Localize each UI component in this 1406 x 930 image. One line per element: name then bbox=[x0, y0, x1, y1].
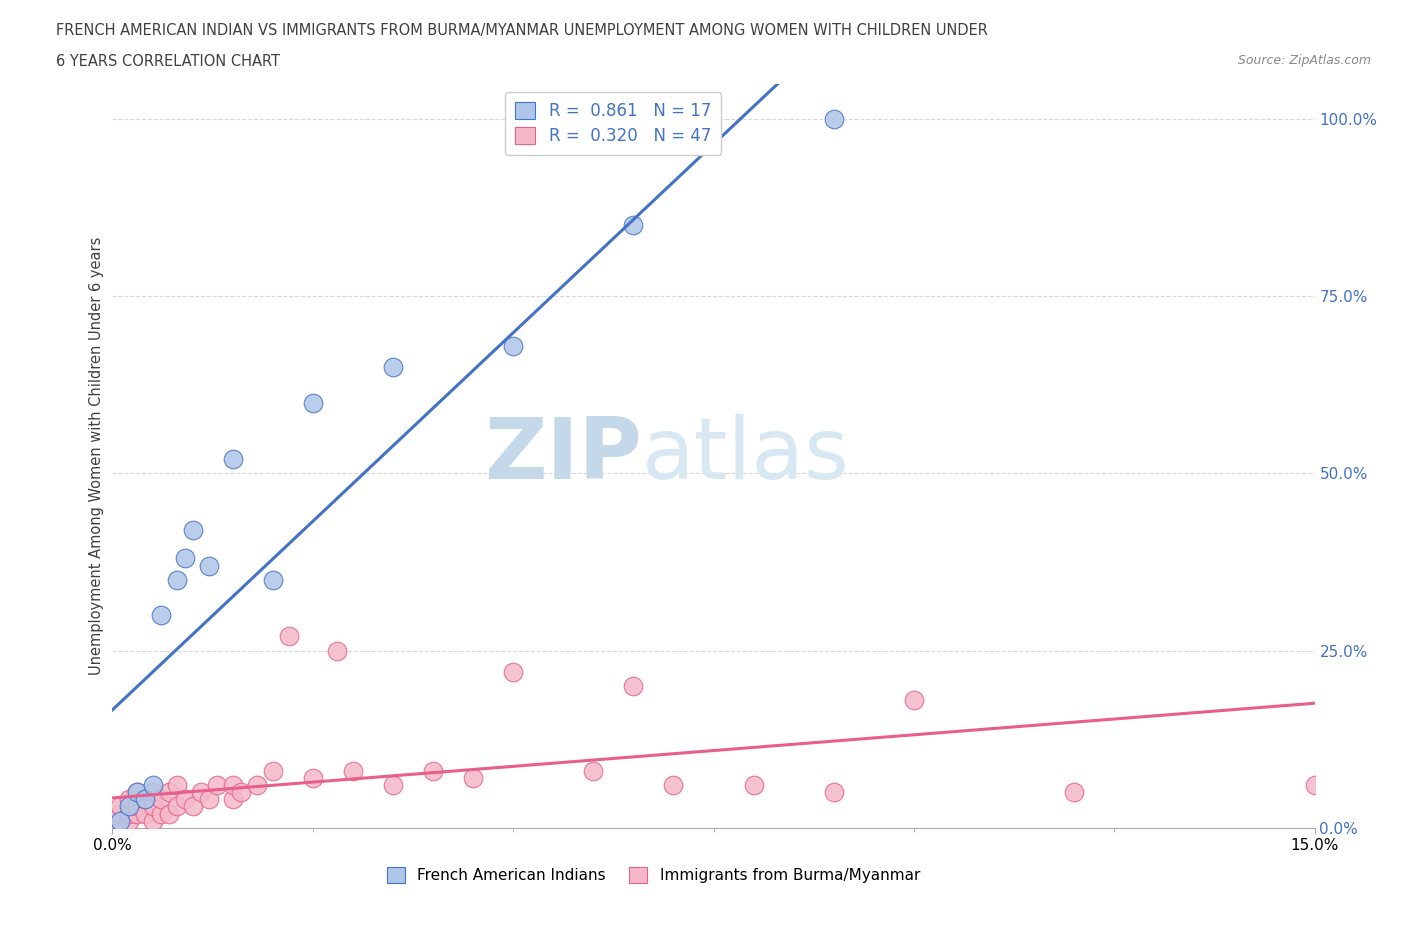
Point bbox=[422, 764, 444, 778]
Point bbox=[222, 777, 245, 792]
Point bbox=[621, 679, 644, 694]
Point bbox=[1303, 777, 1326, 792]
Point bbox=[823, 785, 845, 800]
Point bbox=[342, 764, 364, 778]
Point bbox=[502, 664, 524, 679]
Point bbox=[117, 799, 139, 814]
Text: 6 YEARS CORRELATION CHART: 6 YEARS CORRELATION CHART bbox=[56, 54, 280, 69]
Point bbox=[903, 693, 925, 708]
Point bbox=[134, 806, 156, 821]
Point bbox=[190, 785, 212, 800]
Point bbox=[117, 792, 139, 807]
Y-axis label: Unemployment Among Women with Children Under 6 years: Unemployment Among Women with Children U… bbox=[89, 236, 104, 675]
Point bbox=[181, 799, 204, 814]
Point bbox=[382, 777, 405, 792]
Point bbox=[110, 813, 132, 828]
Point bbox=[197, 792, 219, 807]
Text: Source: ZipAtlas.com: Source: ZipAtlas.com bbox=[1237, 54, 1371, 67]
Text: ZIP: ZIP bbox=[484, 414, 641, 498]
Point bbox=[125, 785, 148, 800]
Point bbox=[461, 771, 484, 786]
Point bbox=[157, 785, 180, 800]
Point bbox=[197, 558, 219, 573]
Point bbox=[117, 813, 139, 828]
Point bbox=[301, 771, 323, 786]
Point bbox=[117, 806, 139, 821]
Point bbox=[125, 785, 148, 800]
Point bbox=[742, 777, 765, 792]
Point bbox=[166, 777, 188, 792]
Point bbox=[222, 452, 245, 467]
Point bbox=[662, 777, 685, 792]
Point bbox=[181, 523, 204, 538]
Point bbox=[301, 395, 323, 410]
Point bbox=[382, 360, 405, 375]
Point bbox=[621, 218, 644, 232]
Point bbox=[262, 764, 284, 778]
Point bbox=[502, 339, 524, 353]
Point bbox=[134, 792, 156, 807]
Point bbox=[141, 813, 163, 828]
Point bbox=[141, 799, 163, 814]
Point bbox=[149, 806, 172, 821]
Point bbox=[173, 792, 195, 807]
Point bbox=[110, 813, 132, 828]
Point bbox=[110, 806, 132, 821]
Point bbox=[205, 777, 228, 792]
Text: FRENCH AMERICAN INDIAN VS IMMIGRANTS FROM BURMA/MYANMAR UNEMPLOYMENT AMONG WOMEN: FRENCH AMERICAN INDIAN VS IMMIGRANTS FRO… bbox=[56, 23, 988, 38]
Point bbox=[149, 607, 172, 622]
Point bbox=[262, 572, 284, 587]
Point bbox=[222, 792, 245, 807]
Text: atlas: atlas bbox=[641, 414, 849, 498]
Legend: French American Indians, Immigrants from Burma/Myanmar: French American Indians, Immigrants from… bbox=[380, 859, 928, 891]
Point bbox=[125, 806, 148, 821]
Point bbox=[141, 785, 163, 800]
Point bbox=[229, 785, 252, 800]
Point bbox=[141, 777, 163, 792]
Point bbox=[173, 551, 195, 565]
Point bbox=[166, 572, 188, 587]
Point bbox=[823, 112, 845, 126]
Point bbox=[246, 777, 269, 792]
Point bbox=[326, 644, 349, 658]
Point bbox=[134, 792, 156, 807]
Point bbox=[110, 799, 132, 814]
Point bbox=[1063, 785, 1085, 800]
Point bbox=[149, 792, 172, 807]
Point bbox=[277, 629, 299, 644]
Point bbox=[125, 799, 148, 814]
Point bbox=[157, 806, 180, 821]
Point bbox=[166, 799, 188, 814]
Point bbox=[582, 764, 605, 778]
